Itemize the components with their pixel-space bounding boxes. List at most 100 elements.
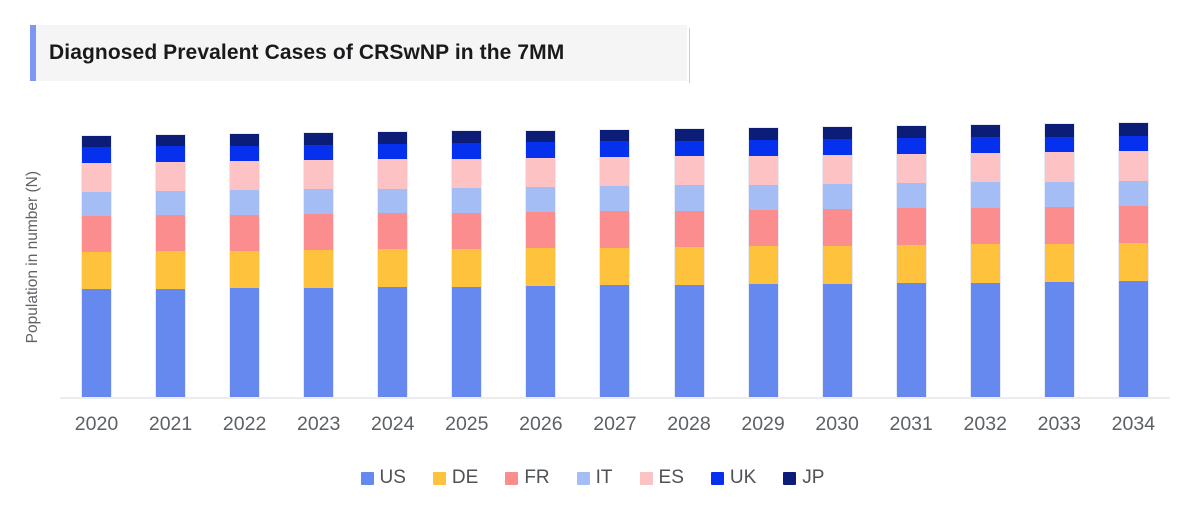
bar-group-2025: 2025 <box>445 115 489 435</box>
legend-swatch-es <box>639 471 653 485</box>
bar-segment-jp-2028 <box>674 128 704 141</box>
bar-segment-de-2025 <box>452 248 482 287</box>
bar-segment-es-2032 <box>970 153 1000 183</box>
legend-swatch-fr <box>505 471 519 485</box>
stacked-bar-2025 <box>451 130 483 397</box>
bar-group-2024: 2024 <box>371 115 414 435</box>
bar-segment-de-2023 <box>304 250 334 288</box>
bar-segment-fr-2027 <box>600 211 630 248</box>
legend-item-de: DE <box>432 467 479 489</box>
legend-label-uk: UK <box>729 467 757 488</box>
x-axis-tick-2020: 2020 <box>74 413 119 435</box>
bar-segment-fr-2026 <box>526 211 556 249</box>
bar-segment-it-2033 <box>1044 181 1074 208</box>
bar-group-2033: 2033 <box>1038 115 1081 435</box>
bar-segment-it-2031 <box>896 183 926 209</box>
bar-segment-it-2030 <box>822 183 852 210</box>
bar-segment-uk-2023 <box>304 144 334 161</box>
bar-segment-de-2033 <box>1044 243 1074 282</box>
bar-segment-us-2024 <box>378 287 408 397</box>
bar-segment-uk-2028 <box>674 140 704 157</box>
bar-segment-es-2020 <box>82 162 111 192</box>
legend-label-de: DE <box>451 467 479 488</box>
bar-segment-fr-2028 <box>674 210 704 247</box>
bar-segment-es-2033 <box>1044 152 1074 182</box>
bar-segment-de-2024 <box>378 249 408 288</box>
bar-segment-us-2030 <box>822 283 852 397</box>
bar-segment-es-2025 <box>452 158 482 188</box>
bar-segment-it-2021 <box>156 190 186 216</box>
bar-segment-fr-2030 <box>822 209 852 246</box>
stacked-bar-2027 <box>599 128 631 397</box>
bar-group-2029: 2029 <box>741 115 785 435</box>
plot-area: 2020 2021 2022 2023 2024 2025 2026 2027 2028 2029… <box>60 115 1170 435</box>
bar-segment-de-2026 <box>526 248 556 286</box>
bar-segment-jp-2020 <box>82 136 111 148</box>
bar-segment-us-2034 <box>1118 281 1148 397</box>
bar-segment-uk-2025 <box>452 142 482 159</box>
bar-segment-jp-2026 <box>526 130 556 143</box>
bar-group-2022: 2022 <box>223 115 266 435</box>
bar-group-2028: 2028 <box>667 115 711 435</box>
x-axis-tick-2028: 2028 <box>667 413 711 435</box>
x-axis-tick-2027: 2027 <box>593 413 637 435</box>
bar-segment-us-2028 <box>674 284 704 397</box>
stacked-bar-2032 <box>969 123 1001 397</box>
stacked-bar-2031 <box>895 124 927 397</box>
bar-segment-es-2031 <box>896 153 926 184</box>
bar-segment-fr-2029 <box>748 209 778 247</box>
bar-segment-de-2029 <box>748 246 778 285</box>
bar-segment-es-2021 <box>156 161 186 191</box>
bar-segment-uk-2031 <box>896 138 926 154</box>
header-box: Diagnosed Prevalent Cases of CRSwNP in t… <box>36 25 687 81</box>
bar-group-2023: 2023 <box>297 115 340 435</box>
bar-segment-jp-2021 <box>156 135 186 147</box>
chart-header: Diagnosed Prevalent Cases of CRSwNP in t… <box>30 25 687 81</box>
bar-segment-it-2025 <box>452 187 482 213</box>
legend-label-es: ES <box>658 467 684 488</box>
bar-segment-jp-2034 <box>1118 123 1148 136</box>
legend-item-uk: UK <box>710 467 757 489</box>
legend-swatch-jp <box>783 471 797 485</box>
header-separator-line <box>689 28 690 83</box>
bar-segment-us-2032 <box>970 282 1000 397</box>
bar-segment-uk-2029 <box>748 139 778 156</box>
bar-segment-es-2022 <box>230 161 260 191</box>
stacked-bar-2021 <box>155 134 187 397</box>
legend-label-it: IT <box>595 467 613 488</box>
bar-segment-uk-2022 <box>230 145 260 162</box>
bar-segment-uk-2032 <box>970 137 1000 154</box>
x-axis-tick-2026: 2026 <box>519 413 563 435</box>
bar-segment-es-2029 <box>748 155 778 185</box>
bar-group-2031: 2031 <box>889 115 933 435</box>
legend-item-fr: FR <box>505 467 550 489</box>
bar-segment-fr-2021 <box>156 215 186 252</box>
bar-segment-de-2022 <box>230 250 260 289</box>
bar-segment-it-2022 <box>230 190 260 215</box>
bar-group-2027: 2027 <box>593 115 637 435</box>
bar-segment-es-2024 <box>378 159 408 189</box>
y-axis-label: Population in number (N) <box>24 170 41 344</box>
bar-segment-it-2027 <box>600 186 630 212</box>
bar-segment-es-2026 <box>526 157 556 188</box>
bar-segment-jp-2023 <box>304 133 334 145</box>
bar-segment-fr-2031 <box>896 208 926 245</box>
bar-segment-fr-2025 <box>452 212 482 249</box>
bar-segment-fr-2033 <box>1044 207 1074 244</box>
bar-segment-uk-2034 <box>1118 135 1148 152</box>
x-axis-tick-2021: 2021 <box>148 413 193 435</box>
x-axis-tick-2033: 2033 <box>1037 413 1082 435</box>
bar-group-2034: 2034 <box>1112 115 1155 435</box>
bar-segment-jp-2033 <box>1044 123 1074 137</box>
bar-segment-jp-2025 <box>452 131 482 143</box>
legend-swatch-de <box>432 471 446 485</box>
bar-segment-it-2024 <box>378 188 408 214</box>
x-axis-tick-2029: 2029 <box>741 413 785 435</box>
bar-group-2020: 2020 <box>75 115 118 435</box>
bar-segment-fr-2020 <box>82 216 111 253</box>
bar-segment-it-2029 <box>748 184 778 210</box>
page-title: Diagnosed Prevalent Cases of CRSwNP in t… <box>49 41 565 64</box>
bar-group-2030: 2030 <box>815 115 859 435</box>
bar-segment-jp-2029 <box>748 127 778 140</box>
bar-segment-jp-2032 <box>970 124 1000 138</box>
